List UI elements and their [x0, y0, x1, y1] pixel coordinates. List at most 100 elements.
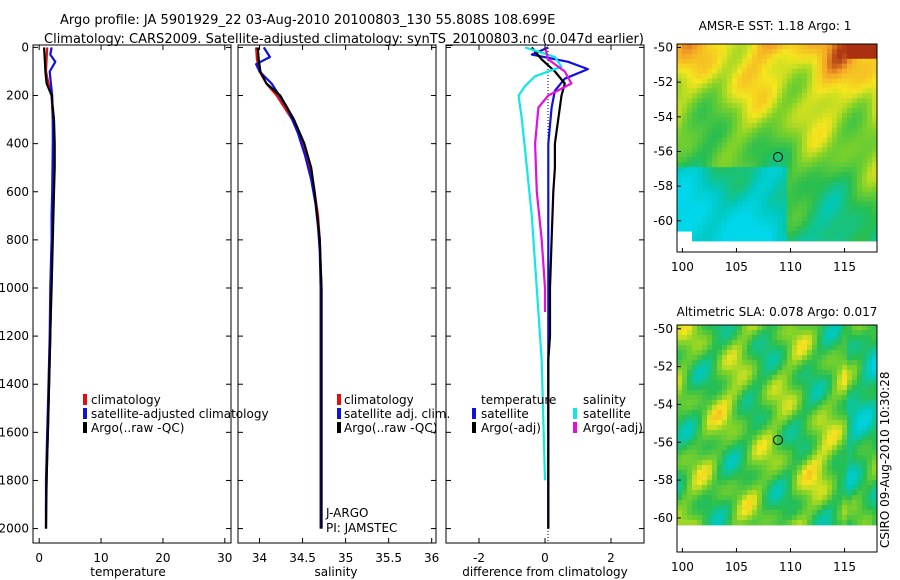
map-cell	[777, 420, 783, 426]
map-cell	[867, 375, 873, 381]
map-cell	[842, 122, 848, 129]
map-cell	[707, 460, 713, 466]
y-tick-label: 1600	[0, 425, 29, 439]
map-cell	[712, 355, 718, 361]
map-cell	[807, 226, 813, 232]
map-cell	[857, 345, 863, 351]
map-cell	[782, 98, 788, 104]
map-cell	[682, 425, 688, 431]
map-cell	[692, 415, 698, 421]
map-cell	[732, 236, 738, 242]
map-cell	[857, 221, 863, 227]
map-cell	[807, 236, 813, 242]
map-cell	[827, 425, 833, 431]
map-cell	[697, 340, 703, 346]
map-cell	[757, 103, 763, 109]
map-cell	[867, 122, 873, 129]
map-cell	[717, 117, 723, 124]
map-cell	[767, 236, 773, 242]
map-cell	[717, 490, 723, 496]
map-cell	[687, 445, 693, 451]
map-cell	[862, 162, 868, 168]
map-cell	[862, 335, 868, 341]
map-cell	[777, 162, 783, 168]
map-cell	[747, 330, 753, 336]
map-cell	[727, 520, 733, 526]
map-cell	[827, 470, 833, 476]
map-cell	[852, 53, 858, 60]
map-cell	[812, 236, 818, 242]
map-cell	[792, 395, 798, 401]
map-cell	[812, 475, 818, 481]
map-cell	[792, 480, 798, 486]
map-cell	[857, 485, 863, 491]
map-cell	[807, 505, 813, 511]
map-cell	[777, 510, 783, 516]
map-cell	[842, 137, 848, 143]
map-cell	[777, 425, 783, 431]
map-cell	[677, 395, 683, 401]
map-cell	[767, 132, 773, 138]
map-cell	[822, 58, 828, 65]
map-cell	[697, 181, 703, 188]
map-cell	[757, 425, 763, 431]
map-cell	[692, 108, 698, 114]
map-cell	[712, 470, 718, 476]
map-cell	[787, 490, 793, 496]
map-cell	[697, 335, 703, 341]
map-cell	[762, 186, 768, 193]
map-cell	[872, 157, 878, 163]
map-cell	[827, 162, 833, 168]
map-cell	[702, 430, 708, 436]
map-cell	[677, 505, 683, 511]
map-cell	[707, 211, 713, 217]
map-cell	[682, 226, 688, 232]
map-cell	[702, 236, 708, 242]
map-cell	[792, 122, 798, 129]
map-cell	[802, 216, 808, 222]
map-cell	[862, 176, 868, 183]
map-cell	[687, 137, 693, 143]
map-cell	[867, 370, 873, 376]
map-cell	[762, 460, 768, 466]
map-cell	[787, 58, 793, 65]
map-cell	[782, 490, 788, 496]
map-cell	[857, 108, 863, 114]
map-cell	[822, 475, 828, 481]
map-cell	[847, 98, 853, 104]
map-cell	[847, 68, 853, 74]
map-cell	[712, 500, 718, 506]
map-cell	[767, 500, 773, 506]
map-cell	[712, 172, 718, 178]
map-cell	[712, 191, 718, 198]
map-cell	[687, 495, 693, 501]
map-cell	[687, 152, 693, 158]
map-cell	[727, 127, 733, 134]
map-cell	[822, 186, 828, 193]
map-cell	[717, 132, 723, 138]
map-cell	[842, 510, 848, 516]
map-cell	[722, 48, 728, 55]
map-cell	[702, 112, 708, 119]
map-cell	[777, 83, 783, 89]
map-cell	[782, 345, 788, 351]
map-cell	[787, 325, 793, 331]
map-cell	[762, 480, 768, 486]
map-cell	[792, 345, 798, 351]
map-cell	[692, 98, 698, 104]
map-cell	[782, 152, 788, 158]
map-cell	[842, 78, 848, 84]
map-cell	[867, 420, 873, 426]
map-cell	[872, 181, 878, 188]
map-cell	[732, 370, 738, 376]
map-cell	[792, 515, 798, 521]
map-cell	[792, 167, 798, 173]
map-cell	[737, 88, 743, 94]
map-cell	[862, 435, 868, 441]
map-x-tick-label: 100	[671, 560, 694, 574]
map-cell	[702, 206, 708, 212]
map-cell	[737, 415, 743, 421]
map-cell	[697, 360, 703, 366]
map-cell	[832, 435, 838, 441]
map-cell	[752, 410, 758, 416]
